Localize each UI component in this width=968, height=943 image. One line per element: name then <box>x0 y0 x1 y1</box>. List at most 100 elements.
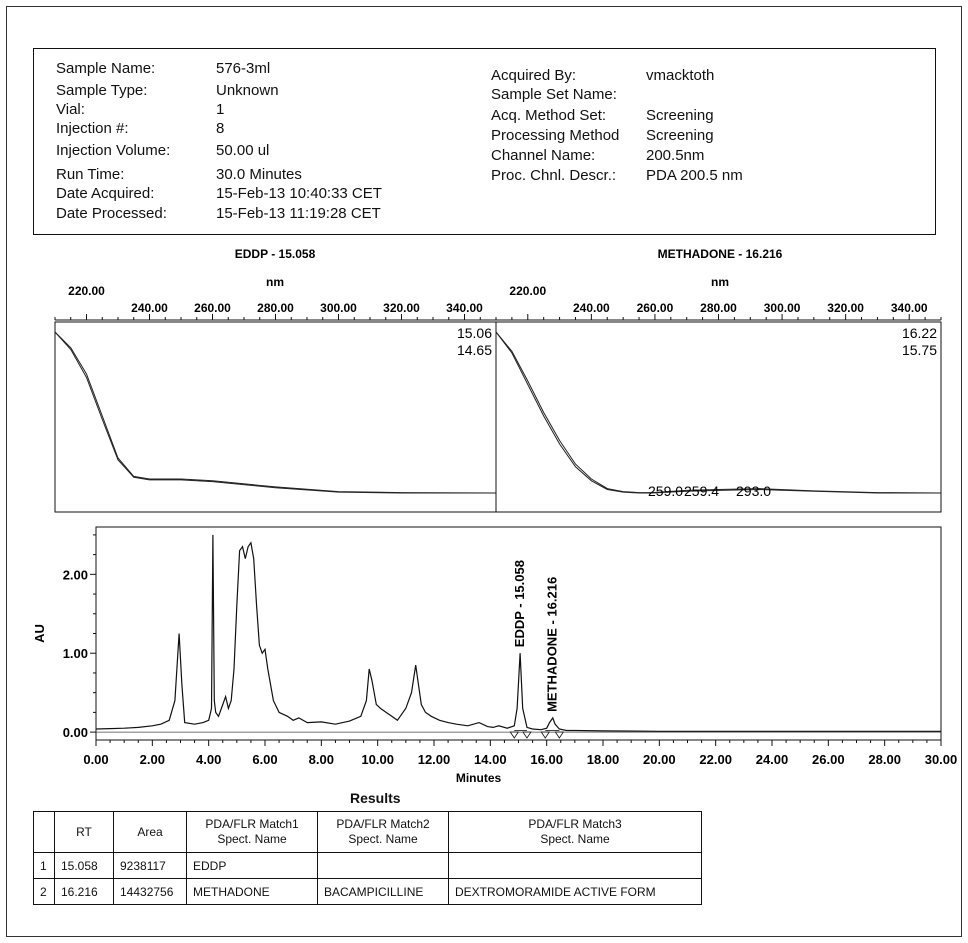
spectrum-title-1: METHADONE - 16.216 <box>658 247 783 261</box>
spectrum-line-1-1 <box>495 331 942 494</box>
run-time-label: Run Time: <box>56 166 125 183</box>
chromatogram-y-tick-label: 0.00 <box>63 725 88 740</box>
channel-name-value: 200.5nm <box>646 147 705 164</box>
results-table: RT Area PDA/FLR Match1 Spect. Name PDA/F… <box>33 811 702 905</box>
results-title: Results <box>350 790 401 806</box>
acq-method-set-value: Screening <box>646 107 714 124</box>
charts-canvas: EDDP - 15.058 nm 220.00 240.00 260.00 280.00 3… <box>32 247 958 785</box>
spectrum-frame-1 <box>495 321 942 513</box>
spectrum-line-0-0 <box>54 331 496 494</box>
sample-set-name-label: Sample Set Name: <box>491 86 617 103</box>
chromatogram-y-tick-label: 2.00 <box>63 567 88 582</box>
row-index: 1 <box>33 852 55 879</box>
chromatogram-x-tick-label: 6.00 <box>252 752 277 767</box>
spectrum-title-0: EDDP - 15.058 <box>235 247 316 261</box>
spectrum-annotation: 14.65 <box>457 342 492 358</box>
vial-label: Vial: <box>56 101 85 118</box>
spectrum-annotation: 15.06 <box>457 325 492 341</box>
processing-method-label: Processing Method <box>491 127 620 144</box>
peak-label: EDDP - 15.058 <box>512 560 527 647</box>
sample-type-label: Sample Type: <box>56 82 148 99</box>
spectrum-tick-label-1: 220.00 <box>509 284 546 298</box>
spectrum-line-0-1 <box>54 331 497 494</box>
spectrum-annotation: 259.0 <box>648 483 683 499</box>
chromatogram-x-tick-label: 10.00 <box>361 752 394 767</box>
chromatogram-xlabel: Minutes <box>456 771 502 785</box>
sample-type-value: Unknown <box>216 82 279 99</box>
chromatogram-x-tick-label: 18.00 <box>587 752 620 767</box>
spectrum-xlabel-0: nm <box>266 275 284 289</box>
spectrum-tick-label-0: 320.00 <box>383 301 420 315</box>
chromatogram-ylabel: AU <box>32 624 47 643</box>
spectrum-annotation: 16.22 <box>902 325 937 341</box>
proc-chnl-descr-label: Proc. Chnl. Descr.: <box>491 167 617 184</box>
results-header-row: RT Area PDA/FLR Match1 Spect. Name PDA/F… <box>33 811 702 853</box>
proc-chnl-descr-value: PDA 200.5 nm <box>646 167 743 184</box>
processing-method-value: Screening <box>646 127 714 144</box>
spectrum-tick-label-1: 240.00 <box>573 301 610 315</box>
row-area: 14432756 <box>113 878 187 905</box>
chromatogram-x-tick-label: 12.00 <box>418 752 451 767</box>
chromatogram-y-tick-label: 1.00 <box>63 646 88 661</box>
peak-start-marker <box>540 731 551 739</box>
spectrum-annotation: 259.4 <box>684 483 719 499</box>
spectrum-frame-0 <box>54 321 497 513</box>
date-processed-value: 15-Feb-13 11:19:28 CET <box>216 205 381 222</box>
sample-info-box: Sample Name: 576-3ml Sample Type: Unknow… <box>33 48 936 235</box>
spectrum-xlabel-1: nm <box>711 275 729 289</box>
header-match2: PDA/FLR Match2 Spect. Name <box>317 811 449 853</box>
spectrum-tick-label-0: 260.00 <box>194 301 231 315</box>
chromatogram-x-tick-label: 22.00 <box>699 752 732 767</box>
vial-value: 1 <box>216 101 225 118</box>
chromatogram-x-tick-label: 20.00 <box>643 752 676 767</box>
spectrum-tick-label-0: 240.00 <box>131 301 168 315</box>
row-area: 9238117 <box>113 852 187 879</box>
acquired-by-value: vmacktoth <box>646 67 715 84</box>
spectrum-tick-label-1: 260.00 <box>637 301 674 315</box>
peak-end-marker <box>522 731 532 739</box>
spectrum-tick-label-0: 220.00 <box>68 284 105 298</box>
spectrum-tick-label-1: 300.00 <box>764 301 801 315</box>
date-processed-label: Date Processed: <box>56 205 167 222</box>
spectrum-tick-label-1: 280.00 <box>700 301 737 315</box>
spectrum-tick-label-0: 300.00 <box>320 301 357 315</box>
table-row: 1 15.058 9238117 EDDP <box>33 852 702 879</box>
header-rt: RT <box>54 811 114 853</box>
header-match1: PDA/FLR Match1 Spect. Name <box>186 811 318 853</box>
chromatogram-x-tick-label: 30.00 <box>925 752 958 767</box>
spectrum-line-1-0 <box>495 331 941 494</box>
chromatogram-x-tick-label: 0.00 <box>83 752 108 767</box>
row-rt: 15.058 <box>54 852 114 879</box>
row-match3 <box>448 852 702 879</box>
chromatogram-x-tick-label: 8.00 <box>309 752 334 767</box>
spectrum-tick-label-0: 340.00 <box>446 301 483 315</box>
chromatogram-x-tick-label: 28.00 <box>868 752 901 767</box>
chromatogram-x-tick-label: 4.00 <box>196 752 221 767</box>
peak-end-marker <box>554 731 565 739</box>
acq-method-set-label: Acq. Method Set: <box>491 107 607 124</box>
spectrum-annotation: 15.75 <box>902 342 937 358</box>
peak-label: METHADONE - 16.216 <box>545 577 560 712</box>
channel-name-label: Channel Name: <box>491 147 596 164</box>
row-match2 <box>317 852 449 879</box>
row-match1: METHADONE <box>186 878 318 905</box>
chromatogram-x-tick-label: 2.00 <box>140 752 165 767</box>
report-frame <box>6 6 962 937</box>
peak-start-marker <box>509 731 520 739</box>
date-acquired-label: Date Acquired: <box>56 185 155 202</box>
row-match3: DEXTROMORAMIDE ACTIVE FORM <box>448 878 702 905</box>
date-acquired-value: 15-Feb-13 10:40:33 CET <box>216 185 382 202</box>
table-row: 2 16.216 14432756 METHADONE BACAMPICILLI… <box>33 878 702 905</box>
chromatogram-x-tick-label: 24.00 <box>756 752 789 767</box>
spectrum-tick-label-1: 320.00 <box>827 301 864 315</box>
acquired-by-label: Acquired By: <box>491 67 577 84</box>
spectrum-tick-label-1: 340.00 <box>891 301 928 315</box>
row-match2: BACAMPICILLINE <box>317 878 449 905</box>
chromatogram-line-0 <box>95 534 941 732</box>
injection-number-value: 8 <box>216 120 225 137</box>
chromatogram-x-tick-label: 16.00 <box>530 752 563 767</box>
row-match1: EDDP <box>186 852 318 879</box>
row-rt: 16.216 <box>54 878 114 905</box>
injection-number-label: Injection #: <box>56 120 129 137</box>
sample-name-value: 576-3ml <box>216 60 271 77</box>
